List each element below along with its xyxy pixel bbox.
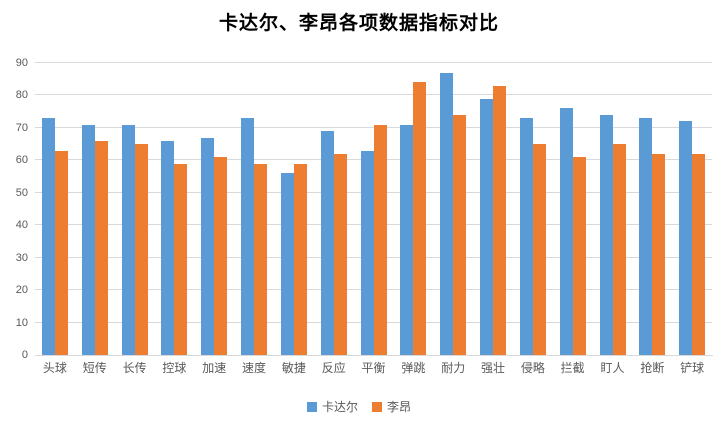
bar-李昂-侵略 — [532, 144, 546, 355]
bar-group-长传 — [115, 63, 155, 355]
bar-卡达尔-耐力 — [440, 72, 454, 355]
y-tick-label-30: 30 — [15, 251, 28, 264]
bar-卡达尔-敏捷 — [280, 173, 294, 355]
bar-group-盯人 — [593, 63, 633, 355]
legend-label: 李昂 — [387, 400, 412, 414]
bar-group-侵略 — [513, 63, 553, 355]
y-tick-label-20: 20 — [15, 284, 28, 297]
x-label-加速: 加速 — [202, 361, 227, 375]
bar-group-弹跳 — [393, 63, 433, 355]
bar-group-平衡 — [354, 63, 394, 355]
bar-李昂-弹跳 — [413, 82, 427, 355]
y-tick-label-40: 40 — [15, 219, 28, 232]
x-label-耐力: 耐力 — [441, 361, 466, 375]
gridline-70 — [35, 126, 712, 128]
x-label-长传: 长传 — [122, 361, 147, 375]
bar-李昂-加速 — [214, 157, 228, 355]
bar-卡达尔-长传 — [121, 124, 135, 355]
y-tick-label-90: 90 — [15, 57, 28, 69]
chart-title: 卡达尔、李昂各项数据指标对比 — [218, 13, 499, 34]
bar-group-铲球 — [672, 63, 712, 355]
bar-group-强壮 — [473, 63, 513, 355]
bar-李昂-平衡 — [373, 124, 387, 355]
legend-swatch-icon — [372, 401, 382, 412]
x-label-平衡: 平衡 — [361, 361, 386, 375]
bar-李昂-头球 — [54, 150, 68, 355]
bar-卡达尔-铲球 — [679, 121, 693, 355]
x-label-铲球: 铲球 — [680, 361, 705, 375]
x-label-抢断: 抢断 — [640, 361, 665, 375]
bar-李昂-长传 — [134, 144, 148, 355]
bar-李昂-铲球 — [692, 153, 706, 355]
bar-李昂-拦截 — [572, 157, 586, 355]
x-label-强壮: 强壮 — [481, 361, 506, 375]
y-tick-label-0: 0 — [21, 349, 28, 361]
bar-group-短传 — [75, 63, 115, 355]
bar-卡达尔-强壮 — [480, 98, 494, 355]
bar-卡达尔-侵略 — [519, 118, 533, 355]
legend-label: 卡达尔 — [321, 400, 358, 414]
bar-group-加速 — [194, 63, 234, 355]
bar-李昂-反应 — [333, 153, 347, 355]
bar-卡达尔-平衡 — [360, 150, 374, 355]
bar-group-反应 — [314, 63, 354, 355]
bar-李昂-短传 — [94, 140, 108, 355]
bar-李昂-强壮 — [493, 85, 507, 355]
x-label-反应: 反应 — [321, 361, 346, 375]
bar-李昂-速度 — [254, 163, 268, 355]
x-label-弹跳: 弹跳 — [401, 361, 426, 375]
x-label-盯人: 盯人 — [600, 361, 625, 375]
bar-卡达尔-控球 — [161, 140, 175, 355]
y-tick-label-10: 10 — [15, 316, 28, 329]
bar-group-抢断 — [632, 63, 672, 355]
x-axis-line — [35, 355, 713, 356]
bar-卡达尔-拦截 — [559, 108, 573, 355]
bar-卡达尔-加速 — [201, 137, 215, 355]
x-label-敏捷: 敏捷 — [281, 361, 306, 375]
bar-李昂-盯人 — [612, 144, 626, 355]
x-label-拦截: 拦截 — [560, 361, 585, 375]
bar-group-控球 — [154, 63, 194, 355]
bar-group-速度 — [234, 63, 274, 355]
bar-卡达尔-反应 — [320, 131, 334, 355]
bar-group-敏捷 — [274, 63, 314, 355]
bars-row — [35, 63, 712, 355]
bar-卡达尔-盯人 — [599, 114, 613, 355]
bar-卡达尔-头球 — [41, 118, 55, 355]
bar-group-头球 — [35, 63, 75, 355]
bar-卡达尔-弹跳 — [400, 124, 414, 355]
y-tick-label-50: 50 — [15, 186, 28, 199]
gridline-90 — [35, 62, 712, 63]
legend: 卡达尔 李昂 — [0, 398, 718, 415]
y-tick-label-60: 60 — [15, 154, 28, 167]
bar-李昂-抢断 — [652, 153, 666, 355]
x-label-侵略: 侵略 — [520, 361, 545, 375]
bar-卡达尔-速度 — [241, 118, 255, 355]
bar-李昂-控球 — [174, 163, 188, 355]
bar-group-拦截 — [553, 63, 593, 355]
x-axis-labels: 头球 短传 长传 控球 加速 速度 敏捷 反应 平衡 弹跳 耐力 强壮 侵略 拦截 盯人 抢断 铲球 — [35, 359, 712, 376]
y-tick-label-80: 80 — [15, 89, 28, 102]
plot-area — [35, 62, 712, 355]
bar-卡达尔-短传 — [81, 124, 95, 355]
bar-卡达尔-抢断 — [639, 118, 653, 355]
x-label-头球: 头球 — [42, 361, 67, 375]
bar-李昂-敏捷 — [293, 163, 307, 355]
bar-group-耐力 — [433, 63, 473, 355]
gridline-80 — [35, 94, 712, 96]
legend-item-李昂: 李昂 — [372, 398, 411, 415]
legend-swatch-icon — [306, 401, 317, 412]
x-label-控球: 控球 — [162, 361, 187, 375]
y-tick-label-70: 70 — [15, 121, 28, 134]
x-label-速度: 速度 — [242, 361, 267, 375]
legend-item-卡达尔: 卡达尔 — [306, 398, 358, 415]
bar-李昂-耐力 — [453, 114, 467, 355]
x-label-短传: 短传 — [82, 361, 107, 375]
